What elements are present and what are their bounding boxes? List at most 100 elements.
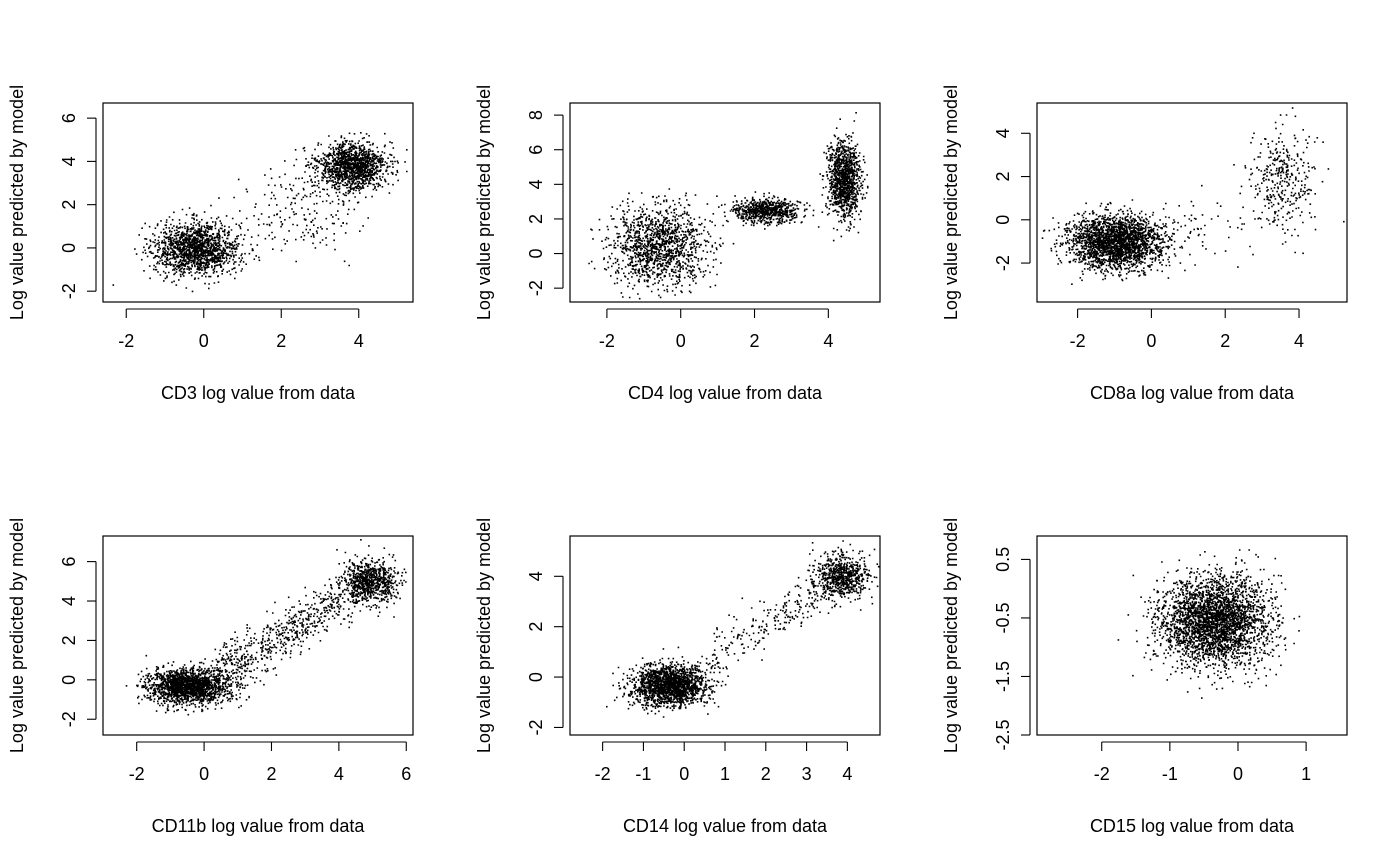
x-tick-label: 2 <box>1220 331 1230 351</box>
x-tick-label: 2 <box>761 764 771 784</box>
scatter-points <box>606 540 880 718</box>
y-tick-label: -2.5 <box>993 719 1013 750</box>
y-tick-label: -1.5 <box>993 661 1013 692</box>
y-tick-label: -2 <box>526 280 546 296</box>
x-tick-label: 0 <box>676 331 686 351</box>
y-axis-label: Log value predicted by model <box>941 85 961 320</box>
x-axis-label: CD14 log value from data <box>623 816 828 836</box>
y-tick-label: 4 <box>59 156 79 166</box>
x-axis: -2 -1 0 1 <box>1094 741 1311 784</box>
y-axis: -2 0 2 4 6 8 <box>526 110 564 296</box>
x-tick-label: 0 <box>1146 331 1156 351</box>
panel-cd14: -2 -1 0 1 2 3 4 -2 0 2 4 CD14 log value from data… <box>474 518 881 836</box>
x-tick-label: -2 <box>599 331 615 351</box>
scatter-point-cloud <box>1041 107 1345 285</box>
x-tick-label: 4 <box>842 764 852 784</box>
y-tick-label: -2 <box>59 283 79 299</box>
y-axis: -2 0 2 4 6 <box>59 557 97 727</box>
y-tick-label: 6 <box>59 113 79 123</box>
x-tick-label: 0 <box>679 764 689 784</box>
panel-cd8a: -2 0 2 4 -2 0 2 4 CD8a log value from data Log… <box>941 85 1348 403</box>
x-axis: -2 0 2 4 <box>1070 308 1304 351</box>
y-axis: -2 0 2 4 6 <box>59 113 97 299</box>
x-tick-label: -2 <box>118 331 134 351</box>
plot-frame <box>1036 535 1348 736</box>
scatter-point-cloud <box>112 132 408 293</box>
y-tick-label: 0 <box>59 243 79 253</box>
x-tick-label: 0 <box>199 331 209 351</box>
y-tick-label: 0.5 <box>993 547 1013 572</box>
y-tick-label: 2 <box>59 635 79 645</box>
scatter-points <box>1117 549 1301 699</box>
y-tick-label: 0 <box>526 249 546 259</box>
scatter-points <box>112 132 408 293</box>
y-axis: -2.5 -1.5 -0.5 0.5 <box>993 547 1031 751</box>
y-tick-label: 0 <box>59 675 79 685</box>
x-tick-label: -2 <box>1094 764 1110 784</box>
y-tick-label: 6 <box>526 145 546 155</box>
y-tick-label: 2 <box>993 172 1013 182</box>
y-axis-label: Log value predicted by model <box>7 518 27 753</box>
scatter-points <box>1041 107 1345 285</box>
y-axis-label: Log value predicted by model <box>7 85 27 320</box>
x-axis: -2 -1 0 1 2 3 4 <box>595 741 852 784</box>
plot-frame <box>1036 102 1348 303</box>
plot-frame <box>569 535 881 736</box>
x-tick-label: 1 <box>720 764 730 784</box>
plot-frame <box>102 535 414 736</box>
y-axis: -2 0 2 4 <box>526 571 564 735</box>
x-tick-label: 3 <box>802 764 812 784</box>
x-tick-label: -2 <box>129 764 145 784</box>
x-tick-label: 4 <box>354 331 364 351</box>
scatter-point-cloud <box>125 539 407 716</box>
plot-frame <box>102 102 414 303</box>
x-tick-label: 0 <box>199 764 209 784</box>
panel-cd4: -2 0 2 4 -2 0 2 4 6 8 CD4 log value from data Lo… <box>474 85 881 403</box>
x-axis-label: CD11b log value from data <box>152 816 366 836</box>
x-tick-label: 4 <box>334 764 344 784</box>
x-tick-label: -2 <box>595 764 611 784</box>
y-tick-label: 6 <box>59 557 79 567</box>
y-axis-label: Log value predicted by model <box>474 518 494 753</box>
panel-cd3: -2 0 2 4 -2 0 2 4 6 CD3 log value from data Log… <box>7 85 414 403</box>
y-tick-label: 2 <box>526 622 546 632</box>
panel-cd15: -2 -1 0 1 -2.5 -1.5 -0.5 0.5 CD15 log value fr… <box>941 518 1348 836</box>
x-tick-label: 2 <box>266 764 276 784</box>
y-axis-label: Log value predicted by model <box>474 85 494 320</box>
y-tick-label: 4 <box>59 596 79 606</box>
y-tick-label: 0 <box>526 672 546 682</box>
x-tick-label: 0 <box>1233 764 1243 784</box>
y-tick-label: 4 <box>526 571 546 581</box>
y-tick-label: 0 <box>993 215 1013 225</box>
scatter-point-cloud <box>1117 549 1301 699</box>
x-axis-label: CD15 log value from data <box>1090 816 1295 836</box>
x-tick-label: 2 <box>276 331 286 351</box>
x-axis: -2 0 2 4 6 <box>129 741 411 784</box>
scatter-points <box>588 112 869 300</box>
y-axis: -2 0 2 4 <box>993 128 1031 271</box>
x-axis: -2 0 2 4 <box>118 308 364 351</box>
x-tick-label: 4 <box>823 331 833 351</box>
scatter-point-cloud <box>606 540 880 718</box>
x-tick-label: 6 <box>401 764 411 784</box>
y-tick-label: -2 <box>526 719 546 735</box>
y-tick-label: 4 <box>526 179 546 189</box>
x-tick-label: 1 <box>1301 764 1311 784</box>
y-tick-label: 4 <box>993 128 1013 138</box>
x-tick-label: -1 <box>635 764 651 784</box>
x-tick-label: 2 <box>750 331 760 351</box>
x-tick-label: -2 <box>1070 331 1086 351</box>
plot-frame <box>569 102 881 303</box>
x-axis-label: CD4 log value from data <box>628 383 823 403</box>
x-axis-label: CD8a log value from data <box>1090 383 1295 403</box>
y-tick-label: -2 <box>993 255 1013 271</box>
y-tick-label: 8 <box>526 110 546 120</box>
y-axis-label: Log value predicted by model <box>941 518 961 753</box>
scatter-points <box>125 539 407 716</box>
y-tick-label: 2 <box>59 200 79 210</box>
y-tick-label: -2 <box>59 711 79 727</box>
x-axis: -2 0 2 4 <box>599 308 833 351</box>
x-tick-label: -1 <box>1162 764 1178 784</box>
